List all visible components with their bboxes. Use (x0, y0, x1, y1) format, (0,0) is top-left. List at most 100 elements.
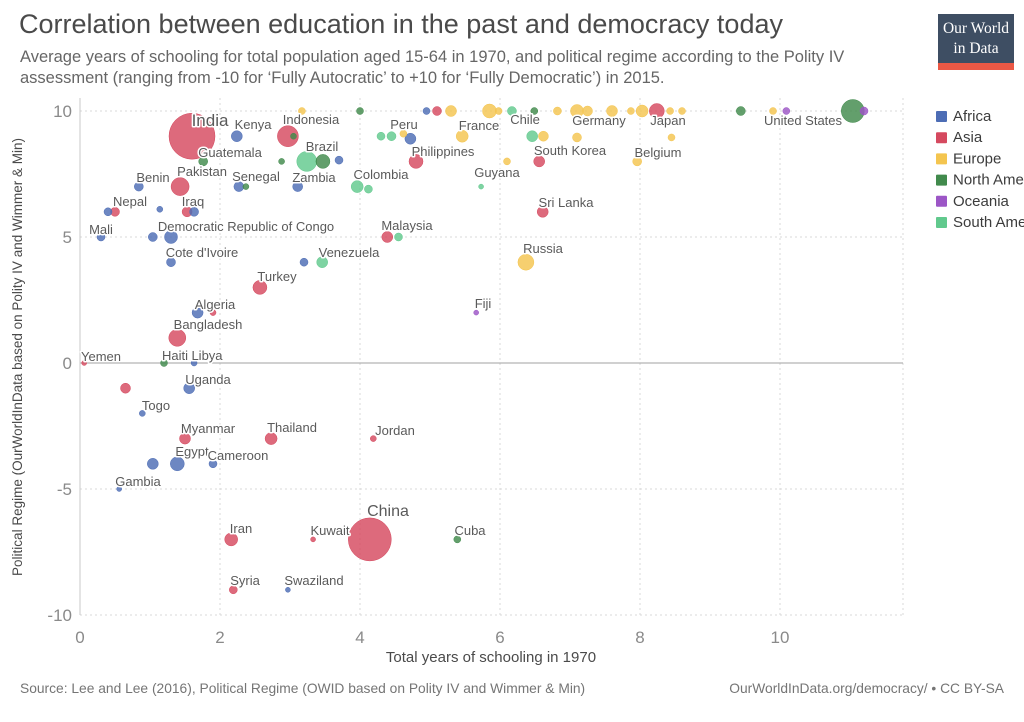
legend-item-europe[interactable]: Europe (936, 150, 1001, 167)
data-point-malaysia[interactable] (381, 231, 394, 243)
data-point-algeria[interactable] (191, 306, 204, 319)
data-point-europe[interactable] (572, 132, 582, 143)
data-point-pakistan[interactable] (170, 177, 190, 196)
data-point-europe[interactable] (553, 106, 562, 116)
legend-item-oceania[interactable]: Oceania (936, 193, 1010, 210)
data-point-africa[interactable] (299, 257, 309, 267)
data-point-oceania[interactable] (859, 106, 869, 116)
data-point-europe[interactable] (538, 130, 549, 142)
data-point-north-america[interactable] (278, 158, 285, 165)
data-point-zambia[interactable] (292, 181, 303, 192)
data-point-guyana[interactable] (478, 183, 484, 190)
data-point-chile[interactable] (526, 130, 538, 142)
data-point-africa[interactable] (422, 107, 431, 115)
data-point-asia[interactable] (432, 106, 442, 116)
data-point-south-korea[interactable] (533, 155, 545, 168)
data-point-uganda[interactable] (183, 382, 195, 394)
owid-logo[interactable]: Our World in Data (938, 14, 1014, 71)
chart-subtitle: Average years of schooling for total pop… (20, 47, 844, 90)
data-point-europe[interactable] (503, 157, 511, 166)
data-point-egypt[interactable] (170, 456, 185, 472)
data-point-democratic-republic-of-congo[interactable] (164, 230, 178, 244)
data-point-myanmar[interactable] (179, 432, 191, 445)
data-point-europe[interactable] (482, 103, 497, 119)
data-point-europe[interactable] (298, 107, 306, 115)
data-point-gambia[interactable] (116, 486, 122, 492)
data-point-india[interactable] (168, 112, 216, 160)
data-point-benin[interactable] (134, 181, 144, 192)
data-point-europe[interactable] (769, 107, 777, 115)
data-point-guatemala[interactable] (198, 156, 208, 167)
data-point-china[interactable] (348, 517, 392, 562)
data-point-europe[interactable] (678, 107, 686, 115)
data-point-kenya[interactable] (231, 130, 243, 142)
data-point-russia[interactable] (517, 253, 535, 271)
data-point-north-america[interactable] (356, 107, 364, 115)
data-point-togo[interactable] (139, 410, 146, 417)
data-point-haiti[interactable] (160, 359, 168, 367)
data-point-cuba[interactable] (453, 535, 462, 544)
point-label-kenya: Kenya (235, 117, 273, 132)
data-point-france[interactable] (455, 129, 469, 143)
data-point-africa[interactable] (404, 132, 417, 145)
data-point-colombia[interactable] (350, 180, 364, 193)
data-point-cote-d-ivoire[interactable] (166, 257, 176, 267)
data-point-europe[interactable] (399, 129, 408, 138)
data-point-bangladesh[interactable] (168, 329, 187, 347)
data-point-kuwait[interactable] (310, 536, 316, 543)
data-point-peru[interactable] (386, 131, 397, 141)
data-point-europe[interactable] (627, 107, 635, 115)
data-point-north-america[interactable] (736, 106, 746, 116)
data-point-belgium[interactable] (632, 156, 642, 167)
data-point-asia[interactable] (120, 382, 131, 394)
data-point-africa[interactable] (103, 207, 113, 217)
data-point-brazil[interactable] (296, 151, 318, 172)
legend-item-africa[interactable]: Africa (936, 108, 992, 125)
data-point-philippines[interactable] (408, 154, 424, 169)
data-point-africa[interactable] (147, 458, 159, 470)
data-point-iran[interactable] (224, 532, 238, 547)
data-point-north-america[interactable] (290, 132, 297, 140)
data-point-north-america[interactable] (530, 107, 539, 115)
data-point-europe[interactable] (666, 107, 674, 115)
data-point-indonesia[interactable] (277, 125, 299, 147)
data-point-thailand[interactable] (264, 432, 278, 445)
data-point-europe[interactable] (667, 133, 676, 142)
data-point-oceania[interactable] (782, 107, 791, 115)
license-link[interactable]: OurWorldInData.org/democracy/ • CC BY-SA (729, 681, 1004, 696)
data-point-south-america[interactable] (394, 232, 403, 242)
data-point-swaziland[interactable] (285, 587, 291, 593)
data-point-europe[interactable] (445, 105, 457, 117)
data-point-jordan[interactable] (370, 435, 377, 442)
data-point-sri-lanka[interactable] (536, 206, 549, 218)
data-point-japan[interactable] (649, 103, 665, 119)
data-point-mali[interactable] (96, 232, 106, 242)
data-point-south-america[interactable] (376, 131, 386, 141)
data-point-europe[interactable] (606, 105, 618, 117)
legend-item-asia[interactable]: Asia (936, 129, 983, 146)
legend-item-south-america[interactable]: South America (936, 214, 1024, 231)
data-point-asia[interactable] (209, 309, 217, 316)
data-point-europe[interactable] (635, 104, 649, 118)
legend-item-north-america[interactable]: North America (936, 172, 1024, 189)
data-point-cameroon[interactable] (208, 459, 218, 469)
point-label-nepal: Nepal (113, 194, 147, 209)
data-point-africa[interactable] (156, 206, 164, 213)
data-point-turkey[interactable] (252, 280, 268, 295)
data-point-syria[interactable] (229, 585, 238, 595)
data-point-south-america[interactable] (364, 184, 373, 194)
data-point-africa[interactable] (148, 232, 158, 242)
data-point-north-america[interactable] (315, 154, 331, 169)
data-point-africa[interactable] (334, 155, 344, 165)
data-point-venezuela[interactable] (316, 256, 328, 268)
data-point-europe[interactable] (582, 105, 593, 117)
data-point-yemen[interactable] (81, 360, 87, 366)
data-point-europe[interactable] (494, 107, 503, 115)
data-point-libya[interactable] (190, 359, 198, 367)
data-point-south-america[interactable] (507, 106, 517, 116)
point-label-cuba: Cuba (454, 523, 486, 538)
data-point-north-america[interactable] (242, 183, 250, 190)
data-point-africa[interactable] (189, 207, 199, 217)
data-point-fiji[interactable] (473, 309, 479, 316)
